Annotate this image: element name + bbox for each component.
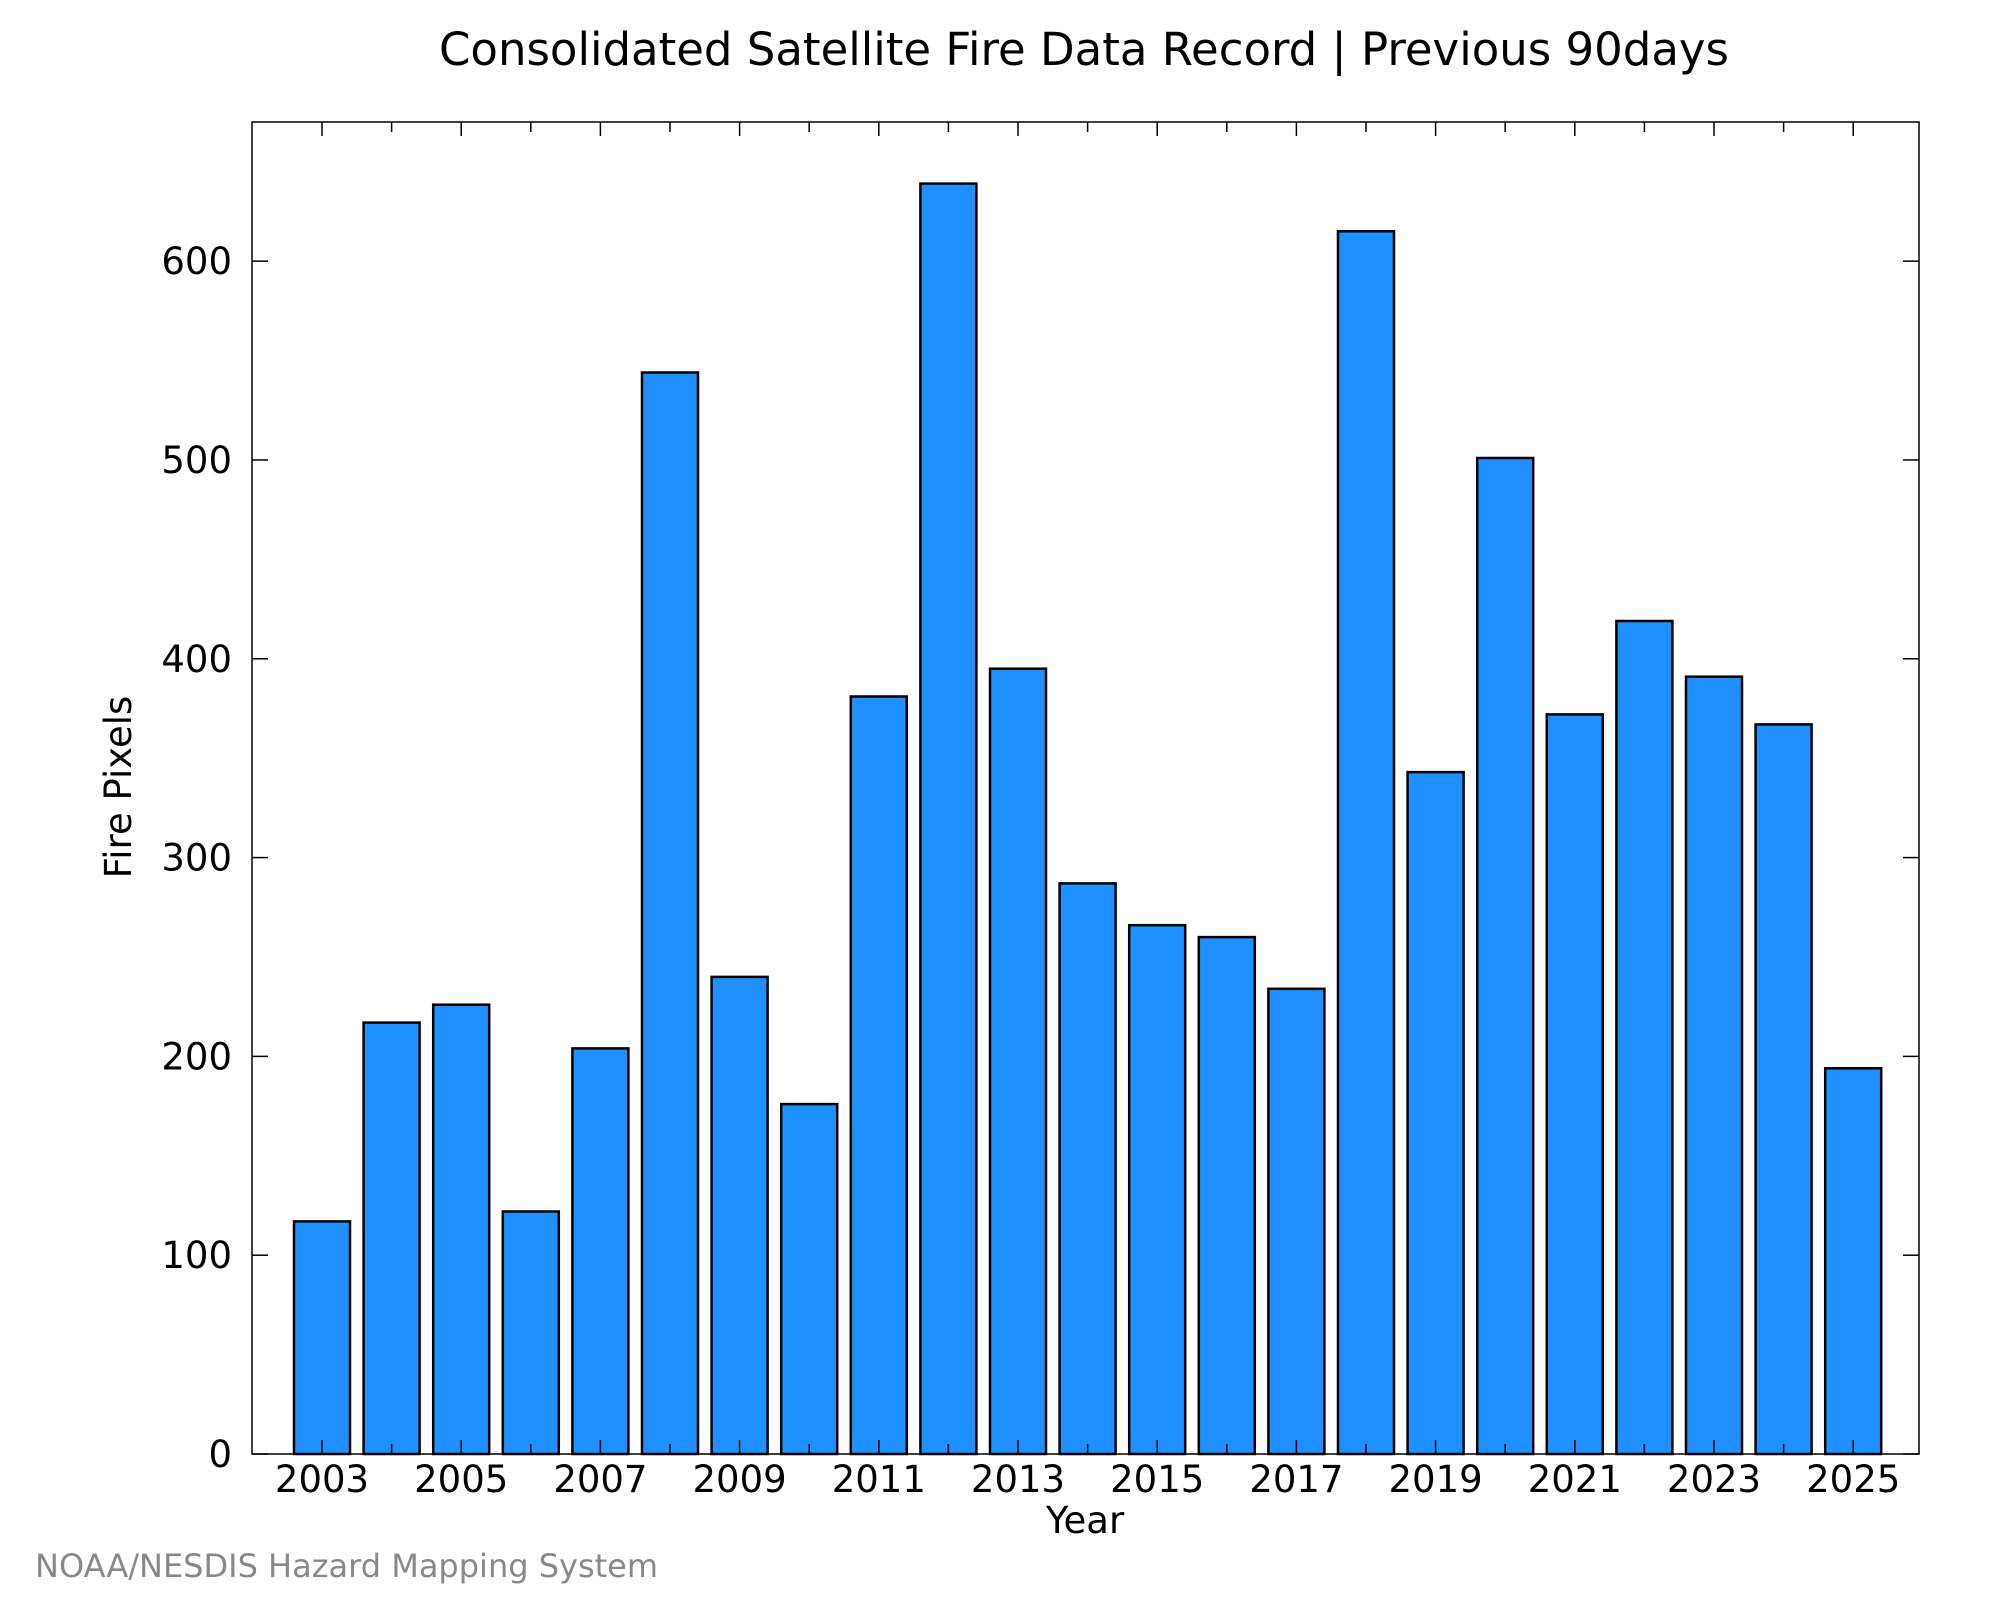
x-tick-label-2007: 2007 [553, 1458, 647, 1501]
bar-2010 [779, 1102, 839, 1456]
y-tick-label-500: 500 [161, 439, 232, 482]
bar-2019 [1406, 770, 1465, 1456]
bar-2025 [1823, 1067, 1883, 1456]
bar-2020 [1475, 456, 1535, 1456]
bar-2005 [431, 1003, 491, 1456]
bar-2017 [1267, 987, 1326, 1456]
chart-title: Consolidated Satellite Fire Data Record … [439, 23, 1729, 76]
bar-2007 [571, 1047, 630, 1456]
x-axis-label: Year [1045, 1499, 1125, 1542]
x-tick-label-2025: 2025 [1806, 1458, 1900, 1501]
x-tick-label-2021: 2021 [1528, 1458, 1622, 1501]
footer-credit: NOAA/NESDIS Hazard Mapping System [35, 1547, 658, 1585]
ticks-layer [252, 122, 1919, 1455]
bar-2021 [1545, 713, 1605, 1456]
x-tick-label-2013: 2013 [971, 1458, 1065, 1501]
y-tick-label-200: 200 [161, 1035, 232, 1078]
y-tick-label-300: 300 [161, 837, 232, 880]
bars-layer [292, 182, 1883, 1456]
y-tick-label-100: 100 [161, 1234, 232, 1277]
tick-labels-layer: 0 100 200 300 400 500 600 2003 2005 2007 2009 2011 2… [161, 240, 1900, 1501]
x-tick-label-2009: 2009 [693, 1458, 787, 1501]
x-tick-label-2003: 2003 [275, 1458, 369, 1501]
bar-2012 [919, 182, 978, 1456]
bar-2023 [1684, 675, 1744, 1456]
y-tick-label-400: 400 [161, 638, 232, 681]
bar-2008 [640, 371, 700, 1456]
bar-2014 [1058, 882, 1117, 1456]
bar-2003 [292, 1220, 352, 1456]
bar-2006 [501, 1210, 561, 1456]
bar-2016 [1197, 935, 1257, 1456]
bar-2013 [988, 667, 1048, 1456]
y-axis-label: Fire Pixels [97, 696, 140, 879]
bar-2018 [1336, 230, 1396, 1456]
bar-2011 [849, 695, 909, 1456]
x-tick-label-2005: 2005 [414, 1458, 508, 1501]
bar-2004 [362, 1021, 421, 1456]
x-tick-label-2011: 2011 [832, 1458, 926, 1501]
bar-2022 [1615, 619, 1674, 1456]
x-tick-label-2017: 2017 [1249, 1458, 1343, 1501]
y-tick-label-0: 0 [208, 1433, 232, 1476]
bar-2015 [1127, 923, 1187, 1456]
bar-2009 [710, 975, 769, 1456]
x-tick-label-2015: 2015 [1110, 1458, 1204, 1501]
y-tick-label-600: 600 [161, 240, 232, 283]
bar-2024 [1754, 723, 1813, 1456]
x-tick-label-2019: 2019 [1389, 1458, 1483, 1501]
x-tick-label-2023: 2023 [1667, 1458, 1761, 1501]
